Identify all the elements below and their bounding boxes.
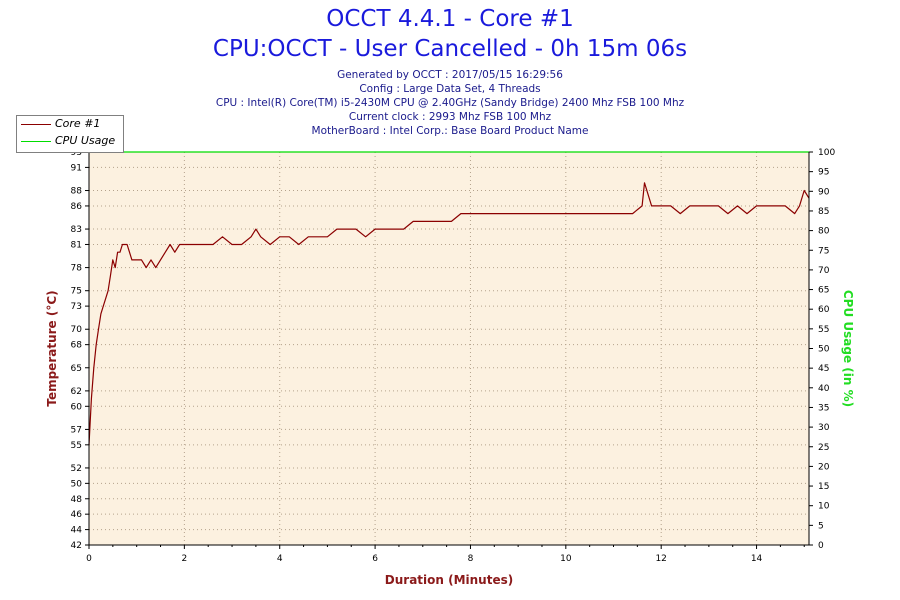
x-tick-label: 14 [751,554,763,564]
y-left-tick-label: 73 [71,302,82,312]
motherboard-info: MotherBoard : Intel Corp.: Base Board Pr… [311,125,589,137]
x-tick-label: 8 [468,554,474,564]
y-right-tick-label: 25 [818,443,829,453]
y-left-tick-label: 65 [71,364,82,374]
legend-label-cpu-usage: CPU Usage [55,134,116,147]
x-tick-label: 10 [560,554,572,564]
generated-info: Generated by OCCT : 2017/05/15 16:29:56 [337,69,563,81]
core1-temperature-line [88,182,810,445]
y-right-tick-label: 5 [818,521,824,531]
y-right-tick-label: 35 [818,403,829,413]
y-left-tick-label: 91 [71,163,82,173]
y-right-tick-label: 70 [818,266,830,276]
chart-title: OCCT 4.4.1 - Core #1 [326,6,574,32]
clock-info: Current clock : 2993 Mhz FSB 100 Mhz [348,111,552,123]
y-right-tick-label: 90 [818,187,830,197]
config-info: Config : Large Data Set, 4 Threads [359,83,541,95]
y-left-tick-label: 55 [71,441,82,451]
y-right-tick-label: 15 [818,482,829,492]
y-right-tick-label: 10 [818,502,830,512]
x-tick-label: 4 [277,554,283,564]
y-right-tick-label: 75 [818,246,829,256]
x-tick-label: 6 [372,554,378,564]
y-left-tick-label: 46 [71,510,83,520]
y-left-tick-label: 70 [71,325,83,335]
y-left-tick-label: 68 [71,341,83,351]
x-axis-title: Duration (Minutes) [385,573,513,587]
y-left-tick-label: 86 [71,202,83,212]
y-right-tick-label: 30 [818,423,830,433]
y-left-tick-label: 52 [71,464,82,474]
legend-item-core1: Core #1 [17,116,123,134]
y-left-tick-label: 57 [71,425,82,435]
y-left-tick-label: 83 [71,225,82,235]
x-tick-label: 12 [655,554,666,564]
y-right-tick-label: 80 [818,227,830,237]
legend-item-cpu-usage: CPU Usage [17,133,123,151]
legend-swatch-cpu-usage [21,141,51,142]
y-right-axis-title: CPU Usage (in %) [841,290,855,407]
y-right-tick-label: 60 [818,305,830,315]
y-right-tick-label: 100 [818,148,835,158]
y-left-tick-label: 93 [71,148,82,158]
y-right-tick-label: 45 [818,364,829,374]
y-left-tick-label: 78 [71,264,83,274]
cpu-info: CPU : Intel(R) Core(TM) i5-2430M CPU @ 2… [215,97,685,109]
x-tick-label: 0 [86,554,92,564]
x-tick-label: 2 [181,554,187,564]
y-left-tick-label: 62 [71,387,82,397]
y-right-tick-label: 95 [818,168,829,178]
y-left-tick-label: 42 [71,541,82,551]
y-left-tick-label: 60 [71,402,83,412]
legend-label-core1: Core #1 [55,117,101,130]
y-left-tick-label: 75 [71,287,82,297]
y-left-tick-label: 44 [71,526,83,536]
legend-swatch-core1 [21,124,51,125]
y-left-tick-label: 48 [71,495,83,505]
y-right-tick-label: 40 [818,384,830,394]
y-right-tick-label: 50 [818,345,830,355]
y-right-tick-label: 55 [818,325,829,335]
y-left-tick-label: 50 [71,479,83,489]
y-right-tick-label: 20 [818,462,830,472]
y-right-tick-label: 65 [818,286,829,296]
y-left-tick-label: 88 [71,187,83,197]
y-right-tick-label: 0 [818,541,824,551]
chart-subtitle: CPU:OCCT - User Cancelled - 0h 15m 06s [212,36,688,62]
y-left-axis-title: Temperature (°C) [45,290,59,406]
chart-legend: Core #1 CPU Usage [16,115,124,153]
plot-area [89,152,809,545]
y-left-tick-label: 81 [71,240,82,250]
y-right-tick-label: 85 [818,207,829,217]
